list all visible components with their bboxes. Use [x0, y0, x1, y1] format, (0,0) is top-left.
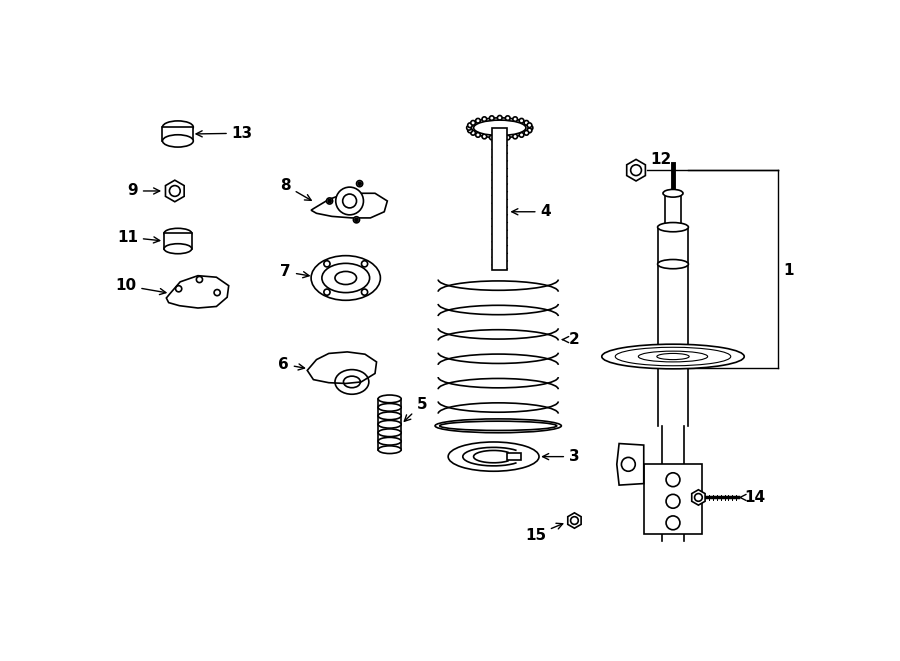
Text: 10: 10 [115, 278, 166, 295]
Circle shape [519, 133, 524, 137]
Ellipse shape [163, 121, 194, 134]
Circle shape [527, 128, 532, 133]
Circle shape [336, 187, 364, 215]
Ellipse shape [602, 344, 744, 369]
Ellipse shape [378, 395, 401, 403]
Polygon shape [644, 464, 702, 533]
Polygon shape [616, 444, 643, 485]
Polygon shape [508, 453, 521, 461]
Text: 8: 8 [280, 178, 311, 200]
Ellipse shape [658, 260, 688, 269]
Ellipse shape [658, 223, 688, 232]
Ellipse shape [663, 190, 683, 197]
Circle shape [490, 116, 494, 120]
Polygon shape [568, 513, 581, 528]
Polygon shape [163, 127, 194, 141]
Circle shape [476, 118, 481, 123]
Polygon shape [492, 128, 508, 270]
Circle shape [482, 117, 487, 122]
Circle shape [498, 136, 502, 140]
Circle shape [354, 217, 359, 223]
Circle shape [327, 198, 333, 204]
Circle shape [355, 218, 358, 221]
Ellipse shape [378, 403, 401, 411]
Ellipse shape [311, 256, 381, 300]
Circle shape [468, 128, 472, 133]
Text: 2: 2 [562, 332, 580, 347]
Text: 12: 12 [650, 152, 671, 167]
Circle shape [513, 134, 518, 139]
Circle shape [490, 136, 494, 140]
Polygon shape [166, 276, 229, 308]
Polygon shape [311, 193, 387, 218]
Ellipse shape [435, 419, 562, 433]
Circle shape [524, 120, 528, 125]
Circle shape [358, 182, 361, 185]
Text: 15: 15 [525, 524, 562, 543]
Text: 5: 5 [404, 397, 428, 421]
Ellipse shape [378, 420, 401, 428]
Circle shape [466, 126, 472, 130]
Circle shape [468, 123, 472, 128]
Text: 11: 11 [117, 229, 159, 245]
Polygon shape [692, 490, 705, 505]
Polygon shape [166, 180, 184, 202]
Text: 1: 1 [783, 263, 794, 278]
Circle shape [513, 117, 518, 122]
Circle shape [527, 123, 532, 128]
Circle shape [524, 130, 528, 135]
Ellipse shape [378, 412, 401, 420]
Circle shape [528, 126, 533, 130]
Text: 13: 13 [196, 126, 253, 141]
Text: 3: 3 [543, 449, 580, 464]
Ellipse shape [448, 442, 539, 471]
Ellipse shape [469, 118, 530, 138]
Circle shape [471, 120, 475, 125]
Circle shape [476, 133, 481, 137]
Ellipse shape [378, 446, 401, 453]
Ellipse shape [378, 429, 401, 437]
Circle shape [498, 116, 502, 120]
Text: 4: 4 [512, 204, 551, 219]
Circle shape [506, 116, 510, 120]
Circle shape [328, 200, 331, 202]
Text: 7: 7 [280, 264, 309, 280]
Polygon shape [164, 233, 192, 249]
Text: 14: 14 [739, 490, 766, 505]
Circle shape [356, 180, 363, 186]
Ellipse shape [163, 135, 194, 147]
Circle shape [506, 136, 510, 140]
Circle shape [482, 134, 487, 139]
Circle shape [519, 118, 524, 123]
Ellipse shape [378, 438, 401, 445]
Text: 9: 9 [127, 184, 159, 198]
Ellipse shape [665, 224, 680, 230]
Polygon shape [307, 352, 376, 383]
Ellipse shape [164, 244, 192, 254]
Text: 6: 6 [278, 357, 304, 371]
Ellipse shape [473, 120, 526, 136]
Circle shape [471, 130, 475, 135]
Ellipse shape [164, 228, 192, 239]
Polygon shape [626, 159, 645, 181]
